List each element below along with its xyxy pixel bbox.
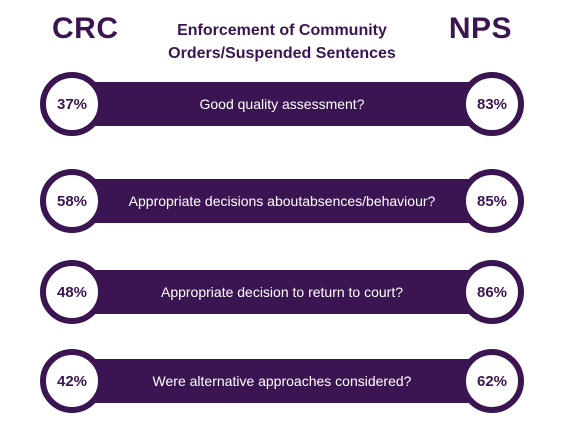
crc-value-circle: 37%	[40, 72, 104, 136]
question-line: Good quality assessment?	[199, 95, 365, 112]
comparison-row: Good quality assessment? 37% 83%	[40, 72, 524, 136]
crc-value-circle: 58%	[40, 169, 104, 233]
question-label: Appropriate decision to return to court?	[116, 270, 448, 314]
row-bar	[58, 82, 506, 126]
question-line: absences/behaviour?	[302, 192, 436, 209]
crc-label: CRC	[52, 12, 119, 45]
nps-value-circle: 83%	[460, 72, 524, 136]
chart-title: Enforcement of Community Orders/Suspende…	[130, 19, 434, 65]
question-line: Appropriate decision to return to court?	[160, 283, 404, 300]
row-bar	[58, 179, 506, 223]
row-bar	[58, 359, 506, 403]
chart-title-line-1: Enforcement of Community	[177, 22, 387, 39]
nps-value-circle: 86%	[460, 260, 524, 324]
question-label: Appropriate decisions about absences/beha…	[116, 179, 448, 223]
nps-value-circle: 85%	[460, 169, 524, 233]
comparison-row: Appropriate decision to return to court?…	[40, 260, 524, 324]
chart-title-line-2: Orders/Suspended Sentences	[168, 45, 396, 62]
question-line: Were alternative approaches considered?	[152, 372, 412, 389]
row-bar	[58, 270, 506, 314]
comparison-row: Appropriate decisions about absences/beha…	[40, 169, 524, 233]
question-label: Good quality assessment?	[116, 82, 448, 126]
question-line: Appropriate decisions about	[128, 192, 303, 209]
crc-value-circle: 48%	[40, 260, 104, 324]
question-label: Were alternative approaches considered?	[116, 359, 448, 403]
nps-value-circle: 62%	[460, 349, 524, 413]
crc-value-circle: 42%	[40, 349, 104, 413]
comparison-row: Were alternative approaches considered? 4…	[40, 349, 524, 413]
nps-label: NPS	[448, 12, 512, 45]
